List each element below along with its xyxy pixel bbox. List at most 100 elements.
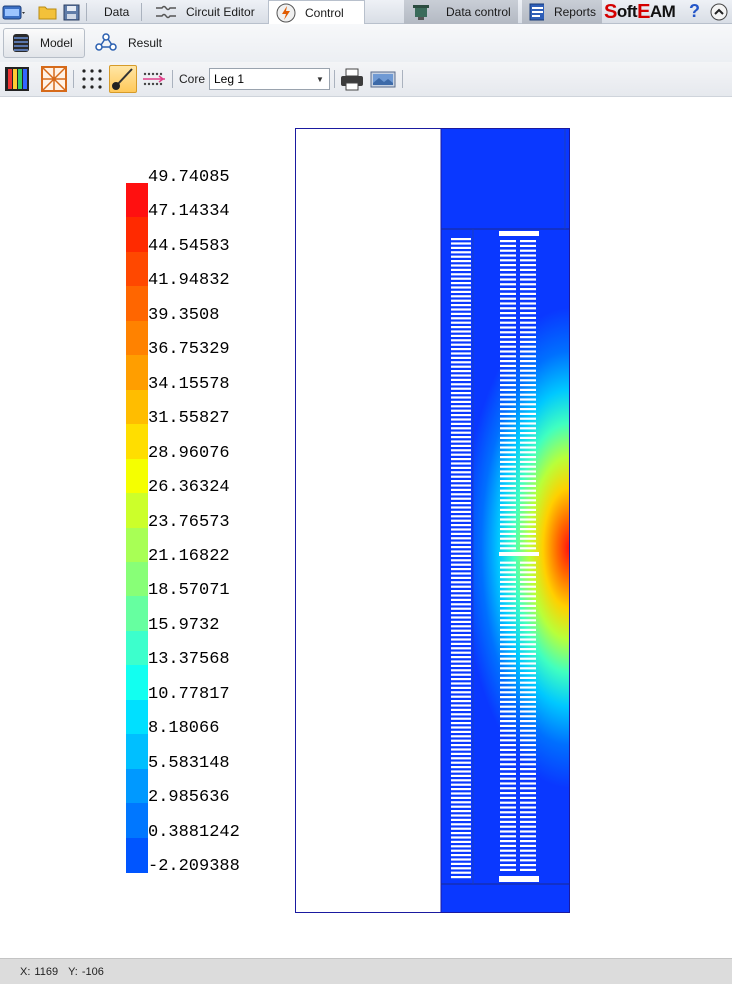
help-icon[interactable]: ? — [689, 1, 700, 21]
outer-winding-turn — [520, 585, 536, 588]
outer-winding-turn — [520, 772, 536, 775]
inner-winding-turn — [451, 321, 471, 324]
outer-winding-turn — [520, 388, 536, 391]
model-button[interactable]: Model — [3, 28, 85, 58]
inner-winding-turn — [451, 356, 471, 359]
outer-winding-turn — [500, 686, 516, 689]
tab-data[interactable]: Data — [98, 0, 135, 24]
inner-winding-turn — [451, 642, 471, 645]
inner-winding-turn — [451, 871, 471, 874]
outer-winding-turn — [520, 508, 536, 511]
outer-winding-turn — [520, 259, 536, 262]
outer-winding-turn — [500, 777, 516, 780]
result-button[interactable]: Result — [94, 28, 174, 58]
outer-winding-turn — [500, 628, 516, 631]
legend-swatch — [126, 768, 148, 804]
outer-winding-turn — [500, 432, 516, 435]
tab-data-control[interactable]: Data control — [404, 0, 518, 24]
outer-winding-turn — [500, 451, 516, 454]
outer-winding-turn — [520, 633, 536, 636]
inner-winding-turn — [451, 436, 471, 439]
outer-winding-turn — [500, 724, 516, 727]
image-icon — [370, 71, 396, 88]
inner-winding-turn — [451, 510, 471, 513]
grid-x-icon — [41, 66, 67, 92]
inner-winding-turn — [451, 585, 471, 588]
tab-control[interactable]: Control — [268, 0, 365, 25]
legend-swatch — [126, 596, 148, 632]
inner-winding-turn — [451, 546, 471, 549]
inner-winding-turn — [451, 440, 471, 443]
inner-winding-turn — [451, 801, 471, 804]
field-plot[interactable] — [295, 128, 570, 913]
outer-winding-turn — [500, 244, 516, 247]
inner-winding-turn — [451, 444, 471, 447]
core-select[interactable]: Leg 1 ▼ — [209, 68, 330, 90]
outer-winding-turn — [520, 739, 536, 742]
app-menu-button[interactable] — [2, 2, 26, 22]
inner-winding-turn — [451, 532, 471, 535]
outer-winding-end-block — [499, 876, 539, 882]
inner-winding-turn — [451, 669, 471, 672]
outer-winding — [499, 231, 539, 882]
outer-winding-turn — [520, 566, 536, 569]
outer-winding-turn — [500, 595, 516, 598]
outer-winding-turn — [520, 854, 536, 857]
print-button[interactable] — [338, 65, 366, 93]
inner-winding-turn — [451, 735, 471, 738]
coord-x-value: 1169 — [34, 965, 59, 978]
outer-winding-turn — [520, 638, 536, 641]
show-mesh-button[interactable] — [3, 65, 31, 93]
outer-winding-turn — [500, 465, 516, 468]
inner-winding-turn — [451, 453, 471, 456]
tab-reports[interactable]: Reports — [522, 0, 602, 24]
outer-winding-turn — [500, 427, 516, 430]
inner-winding-turn — [451, 783, 471, 786]
inner-winding-turn — [451, 326, 471, 329]
outer-winding-turn — [520, 676, 536, 679]
legend-swatch — [126, 251, 148, 287]
show-nodes-button[interactable] — [78, 65, 106, 93]
legend-label: 34.15578 — [148, 374, 230, 394]
inner-winding-turn — [451, 541, 471, 544]
outer-winding-turn — [500, 460, 516, 463]
legend-label: 21.16822 — [148, 546, 230, 566]
legend-label: 0.3881242 — [148, 822, 240, 842]
legend-swatch — [126, 458, 148, 494]
inner-winding-turn — [451, 312, 471, 315]
save-file-button[interactable] — [62, 2, 82, 22]
inner-winding-turn — [451, 651, 471, 654]
outer-winding-turn — [520, 278, 536, 281]
legend-swatch — [126, 803, 148, 839]
probe-tool-button[interactable] — [109, 65, 137, 93]
outer-winding-turn — [520, 816, 536, 819]
outer-winding-turn — [520, 336, 536, 339]
outer-winding-turn — [500, 484, 516, 487]
outer-winding-turn — [520, 398, 536, 401]
inner-winding-turn — [451, 277, 471, 280]
separator — [402, 70, 403, 88]
outer-winding-turn — [520, 667, 536, 670]
outer-winding-turn — [520, 403, 536, 406]
outer-winding-turn — [520, 240, 536, 243]
inner-winding-turn — [451, 678, 471, 681]
legend-swatch — [126, 286, 148, 322]
inner-winding-turn — [451, 502, 471, 505]
show-grid-button[interactable] — [40, 65, 68, 93]
collapse-ribbon-button[interactable] — [710, 3, 728, 26]
export-image-button[interactable] — [369, 65, 397, 93]
separator — [73, 70, 74, 88]
coord-y-value: -106 — [81, 965, 104, 978]
legend-swatch — [126, 389, 148, 425]
inner-winding-turn — [451, 497, 471, 500]
outer-winding-turn — [500, 547, 516, 550]
outer-winding-turn — [500, 796, 516, 799]
status-bar: X: 1169 Y: -106 — [0, 958, 732, 984]
separator — [86, 3, 87, 21]
open-file-button[interactable] — [38, 2, 58, 22]
outer-winding-turn — [520, 292, 536, 295]
show-field-lines-button[interactable] — [140, 65, 168, 93]
outer-winding-turn — [520, 475, 536, 478]
tab-circuit-editor[interactable]: Circuit Editor — [148, 0, 261, 24]
